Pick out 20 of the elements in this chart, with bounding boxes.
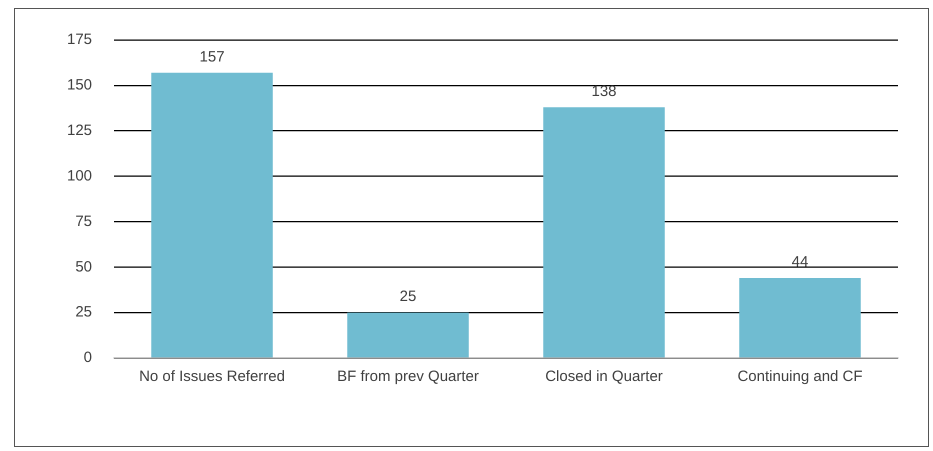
y-tick-label: 0 bbox=[84, 349, 92, 366]
y-tick-label: 50 bbox=[75, 258, 92, 276]
x-tick-label: Continuing and CF bbox=[737, 368, 863, 386]
y-tick-label: 150 bbox=[66, 76, 92, 94]
bar bbox=[151, 72, 273, 358]
bar bbox=[543, 107, 665, 358]
bar bbox=[739, 278, 861, 358]
y-tick-label: 100 bbox=[66, 167, 92, 184]
y-tick-label: 75 bbox=[75, 212, 92, 230]
y-tick-label: 125 bbox=[66, 122, 92, 139]
x-tick-label: No of Issues Referred bbox=[139, 368, 285, 386]
bar bbox=[347, 312, 469, 358]
data-label: 138 bbox=[591, 82, 617, 100]
x-tick-label: BF from prev Quarter bbox=[337, 368, 479, 386]
data-label: 44 bbox=[792, 254, 808, 271]
data-label: 25 bbox=[400, 288, 416, 306]
y-tick-label: 25 bbox=[75, 304, 92, 321]
data-label: 157 bbox=[200, 48, 225, 66]
y-tick-label: 175 bbox=[66, 31, 92, 48]
x-tick-label: Closed in Quarter bbox=[545, 368, 663, 386]
